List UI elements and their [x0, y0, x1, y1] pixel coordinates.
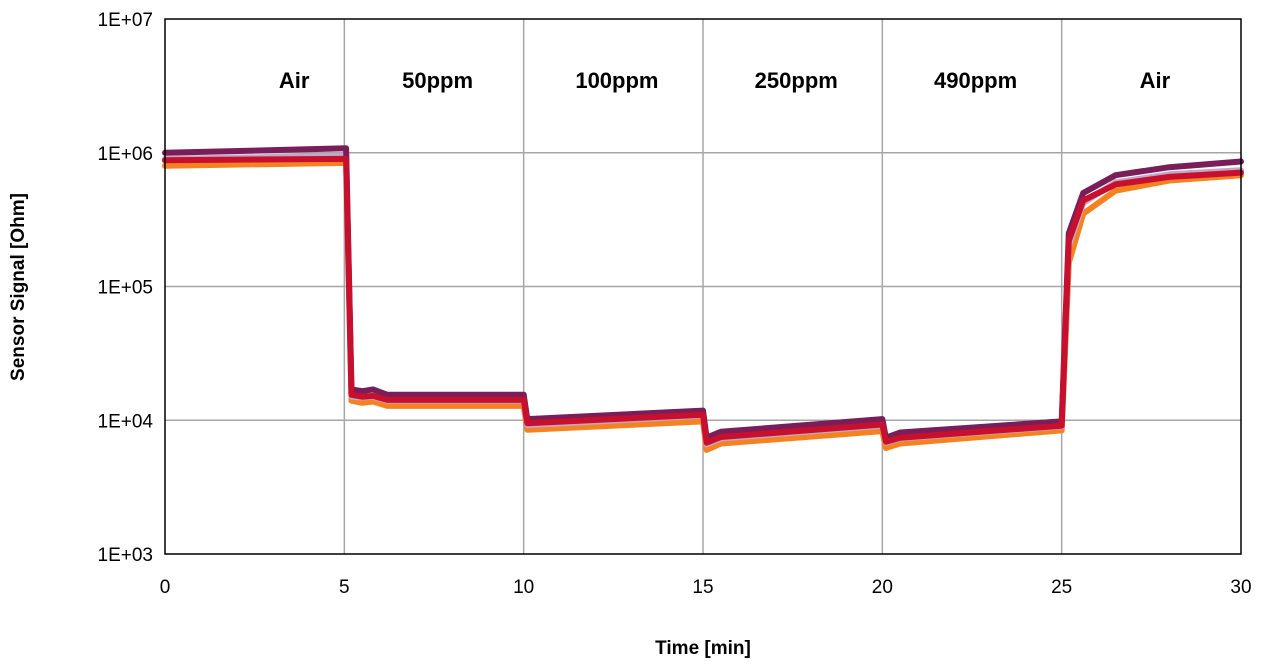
phase-label: Air [1140, 68, 1171, 93]
phase-label: Air [279, 68, 310, 93]
tick-labels: 1E+03 1E+04 1E+05 1E+06 1E+07 0 5 10 15 20 25 30 [98, 10, 1252, 598]
phase-label: 490ppm [934, 68, 1017, 93]
x-tick-label: 15 [692, 577, 713, 598]
y-tick-label: 1E+03 [98, 545, 153, 566]
series-line-1 [162, 159, 1244, 453]
y-tick-label: 1E+06 [98, 144, 153, 165]
x-tick-label: 5 [339, 577, 350, 598]
plot-area-border [164, 18, 1242, 555]
series-line-4 [162, 155, 1244, 446]
phase-label: 100ppm [575, 68, 658, 93]
x-tick-label: 30 [1230, 577, 1251, 598]
x-tick-label: 20 [872, 577, 893, 598]
y-tick-label: 1E+04 [98, 411, 154, 432]
x-axis-title: Time [min] [655, 638, 751, 659]
phase-label: 250ppm [755, 68, 838, 93]
y-tick-label: 1E+05 [98, 278, 153, 299]
data-series [162, 145, 1244, 453]
x-tick-label: 25 [1051, 577, 1072, 598]
grid-lines [165, 19, 1241, 554]
phase-label: 50ppm [402, 68, 473, 93]
phase-labels: Air 50ppm 100ppm 250ppm 490ppm Air [279, 68, 1171, 93]
x-tick-label: 10 [513, 577, 534, 598]
y-tick-label: 1E+07 [98, 10, 153, 31]
x-tick-label: 0 [160, 577, 171, 598]
y-axis-title: Sensor Signal [Ohm] [8, 193, 29, 381]
